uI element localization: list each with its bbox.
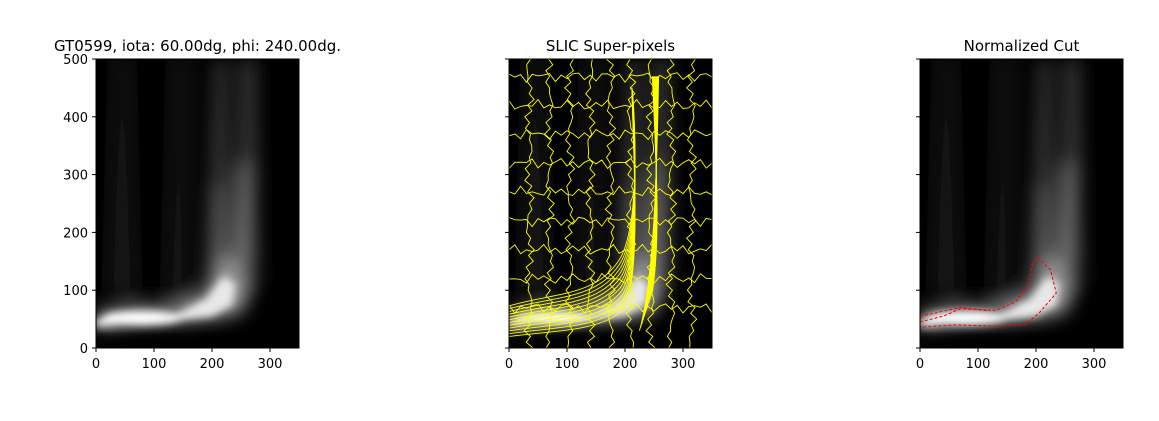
slic-col-boundary: [584, 59, 596, 348]
heatmap-image: [509, 59, 712, 348]
heatmap-core-band: [509, 275, 649, 328]
slic-col-boundary: [604, 59, 617, 348]
y-tick-label: 500: [63, 53, 88, 68]
axes-frame: [919, 58, 1124, 349]
slic-row-boundary: [509, 216, 712, 228]
slic-row-boundary: [509, 272, 712, 285]
panel-title: Normalized Cut: [964, 37, 1080, 55]
ncut-boundaries: [920, 257, 1057, 328]
heatmap-streak: [107, 59, 137, 296]
heatmap-streak: [165, 59, 189, 302]
heatmap-dark-band: [96, 335, 299, 345]
heatmap-peak: [102, 310, 183, 325]
x-tick-label: 300: [258, 357, 283, 372]
slic-col-boundary: [645, 59, 657, 348]
axes-frame: [95, 58, 300, 349]
heatmap-streak: [232, 163, 248, 268]
heatmap-core-band: [96, 275, 236, 328]
y-tick-label: 0: [80, 342, 88, 357]
x-tick-label: 0: [92, 357, 100, 372]
slic-col-boundary: [665, 59, 678, 348]
heatmap-streak: [206, 59, 230, 302]
x-tick-label: 300: [671, 357, 696, 372]
panel-title: GT0599, iota: 60.00dg, phi: 240.00dg.: [54, 37, 341, 55]
y-tick-label: 200: [63, 226, 88, 241]
slic-row-boundary: [509, 72, 712, 83]
x-tick-label: 300: [1082, 357, 1107, 372]
slic-col-boundary: [523, 59, 535, 348]
heatmap-core-band: [920, 275, 1060, 328]
slic-boundaries: [509, 59, 712, 348]
heatmap-streak: [578, 59, 602, 302]
heatmap-image: [920, 59, 1123, 348]
y-tick-label: 300: [63, 169, 88, 184]
axes-frame: [508, 58, 713, 349]
ncut-contour: [920, 257, 1057, 328]
heatmap-dark-band: [509, 335, 712, 345]
x-tick-label: 100: [142, 357, 167, 372]
heatmap-streak: [1056, 163, 1072, 268]
panel-title: SLIC Super-pixels: [546, 37, 675, 55]
slic-contour: [651, 76, 658, 293]
slic-row-boundary: [509, 98, 712, 110]
y-tick-label: 400: [63, 111, 88, 126]
heatmap-streak: [619, 59, 643, 302]
heatmap-streak: [212, 186, 224, 273]
slic-row-boundary: [509, 185, 712, 197]
y-tick-label: 100: [63, 284, 88, 299]
heatmap-streak: [989, 59, 1013, 302]
heatmap-streak: [520, 59, 550, 296]
heatmap-image: [96, 59, 299, 348]
x-tick-label: 100: [966, 357, 991, 372]
x-tick-label: 200: [200, 357, 225, 372]
slic-contour: [509, 87, 636, 307]
x-tick-label: 0: [916, 357, 924, 372]
x-tick-label: 100: [555, 357, 580, 372]
heatmap-core: [96, 275, 236, 328]
slic-col-boundary: [624, 59, 637, 348]
x-tick-label: 200: [1024, 357, 1049, 372]
heatmap-dark-band: [920, 335, 1123, 345]
panel-2: 0 100 200 300 SLIC Super-pixels: [505, 37, 713, 372]
heatmap-streak: [1036, 186, 1048, 273]
slic-row-boundary: [509, 243, 712, 255]
panel-3: 0 100 200 300 Normalized Cut: [916, 37, 1124, 372]
ncut-contour: [920, 307, 990, 317]
heatmap-peak: [926, 310, 1007, 325]
x-tick-label: 0: [505, 357, 513, 372]
heatmap-streak: [931, 59, 961, 296]
x-tick-label: 200: [613, 357, 638, 372]
heatmap-streak: [1030, 59, 1054, 302]
slic-col-boundary: [685, 59, 698, 348]
